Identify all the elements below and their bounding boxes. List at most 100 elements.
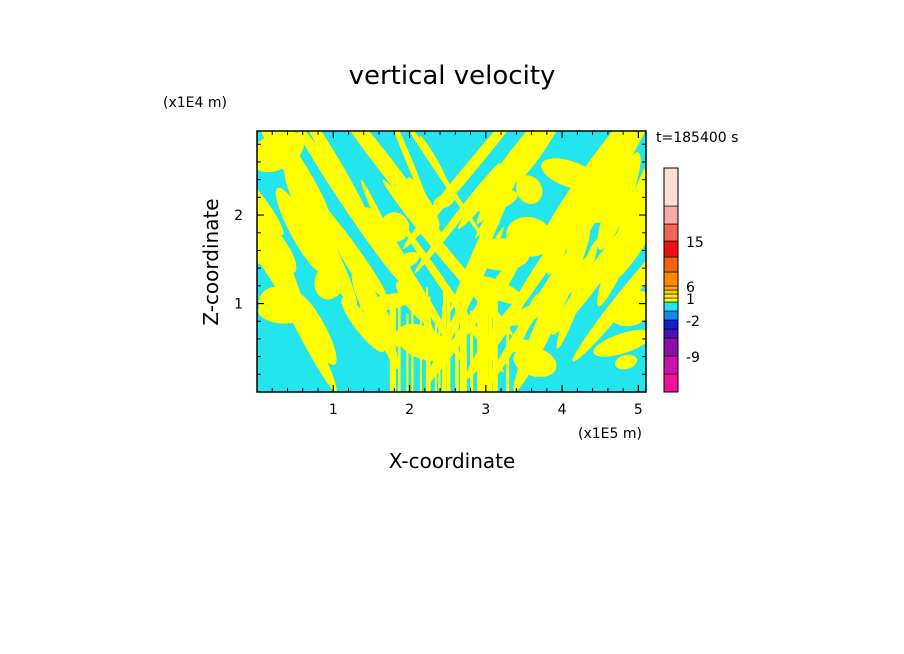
positive-region: [509, 300, 552, 326]
positive-streak: [481, 302, 485, 392]
y-tick-label: 1: [234, 297, 243, 313]
positive-streak: [506, 313, 510, 392]
positive-region: [324, 131, 443, 239]
positive-streak: [492, 287, 496, 392]
positive-region: [349, 256, 400, 370]
y-axis: 12: [234, 143, 646, 375]
colorbar-segment: [663, 285, 679, 291]
positive-streak: [464, 306, 467, 392]
plot-frame: [256, 130, 647, 393]
positive-region: [314, 262, 346, 300]
chart-title: vertical velocity: [349, 61, 556, 91]
colorbar: 15 61 -2 -9: [663, 167, 704, 393]
colorbar-segment: [663, 297, 679, 303]
y-tick-label: 2: [234, 208, 243, 224]
colorbar-segment: [663, 271, 679, 287]
colorbar-segment: [663, 293, 679, 299]
x-tick-label: 4: [558, 402, 567, 418]
positive-region: [614, 354, 638, 370]
colorbar-tick-label: -2: [686, 314, 700, 330]
positive-region: [608, 290, 646, 327]
positive-region: [597, 152, 641, 251]
colorbar-segment: [663, 373, 679, 393]
positive-streak: [488, 295, 492, 392]
positive-streak: [495, 290, 498, 392]
positive-region: [257, 131, 304, 173]
positive-region: [506, 216, 553, 257]
colorbar-tick-label: 6: [686, 280, 695, 296]
positive-streak: [477, 301, 480, 392]
positive-streak: [455, 296, 459, 392]
colorbar-tick-label: -9: [686, 350, 700, 366]
colorbar-segment: [663, 240, 679, 258]
positive-streak: [441, 318, 446, 392]
colorbar-segment: [663, 310, 679, 321]
positive-streak: [425, 287, 429, 392]
positive-region: [359, 292, 418, 312]
positive-region: [516, 175, 543, 204]
positive-streak: [389, 298, 394, 392]
x-unit-label: (x1E5 m): [578, 426, 642, 442]
colorbar-segment: [663, 167, 679, 207]
positive-streak: [427, 296, 431, 392]
y-axis-label: Z-coordinate: [199, 198, 223, 325]
positive-region: [602, 139, 628, 164]
positive-region: [295, 131, 372, 227]
positive-streak: [438, 320, 441, 392]
positive-streak: [469, 310, 474, 392]
positive-region: [473, 189, 518, 212]
colorbar-segment: [663, 223, 679, 242]
y-unit-label: (x1E4 m): [163, 95, 227, 111]
positive-region: [382, 179, 513, 336]
colorbar-segment: [663, 337, 679, 357]
positive-region: [395, 251, 420, 269]
colorbar-segment: [663, 205, 679, 225]
colorbar-segment: [663, 289, 679, 295]
positive-region: [546, 272, 599, 291]
positive-streak: [397, 296, 401, 392]
colorbar-tick-label: 15: [686, 235, 704, 251]
positive-streak: [419, 309, 422, 392]
time-label: t=185400 s: [656, 130, 738, 146]
positive-region: [513, 347, 557, 378]
positive-streak: [459, 298, 464, 392]
colorbar-segment: [663, 301, 679, 312]
positive-region: [414, 162, 501, 274]
positive-region: [275, 187, 326, 274]
positive-region: [291, 131, 404, 285]
colorbar-tick-label: 1: [686, 292, 695, 308]
positive-region: [257, 158, 284, 236]
positive-streak: [479, 310, 482, 392]
colorbar-segment: [663, 328, 679, 339]
positive-region: [541, 158, 599, 190]
positive-region: [258, 299, 307, 324]
positive-region: [402, 131, 537, 250]
positive-streak: [434, 316, 437, 392]
positive-region: [433, 193, 455, 209]
x-tick-label: 2: [405, 402, 414, 418]
positive-streak: [406, 313, 409, 392]
colorbar-frame: [663, 167, 679, 393]
x-axis: 1 2 3 4 5: [271, 131, 643, 418]
positive-region: [593, 329, 646, 357]
positive-streak: [393, 302, 396, 392]
positive-region: [608, 177, 646, 282]
field-shapes: [257, 131, 646, 392]
colorbar-segment: [663, 256, 679, 273]
positive-region: [472, 275, 524, 305]
positive-region: [566, 180, 615, 206]
contour-field: [257, 131, 646, 392]
positive-streak: [484, 313, 488, 392]
x-tick-label: 1: [329, 402, 338, 418]
colorbar-segment: [663, 319, 679, 330]
colorbar-segment: [663, 355, 679, 375]
x-axis-label: X-coordinate: [389, 449, 516, 473]
positive-region: [571, 198, 622, 224]
positive-streak: [446, 312, 451, 392]
positive-streak: [411, 304, 414, 392]
positive-region: [514, 131, 566, 183]
positive-region: [341, 297, 385, 352]
positive-region: [396, 281, 432, 325]
x-tick-label: 5: [634, 402, 643, 418]
